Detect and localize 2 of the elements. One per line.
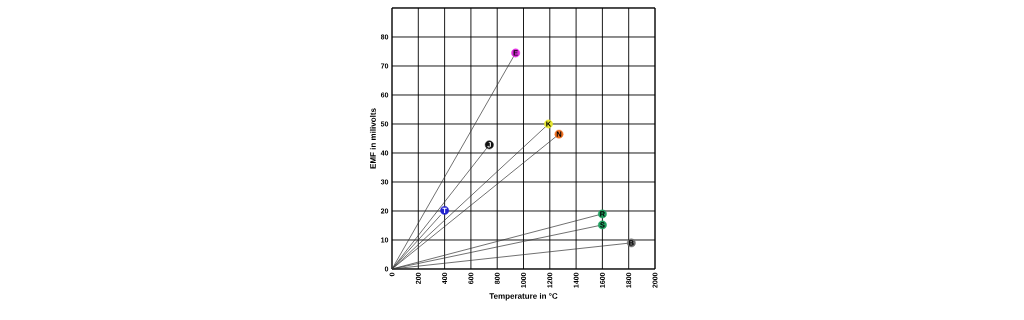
y-axis-title: EMF in milivolts	[369, 108, 376, 169]
x-axis-title: Temperature in °C	[489, 292, 558, 301]
